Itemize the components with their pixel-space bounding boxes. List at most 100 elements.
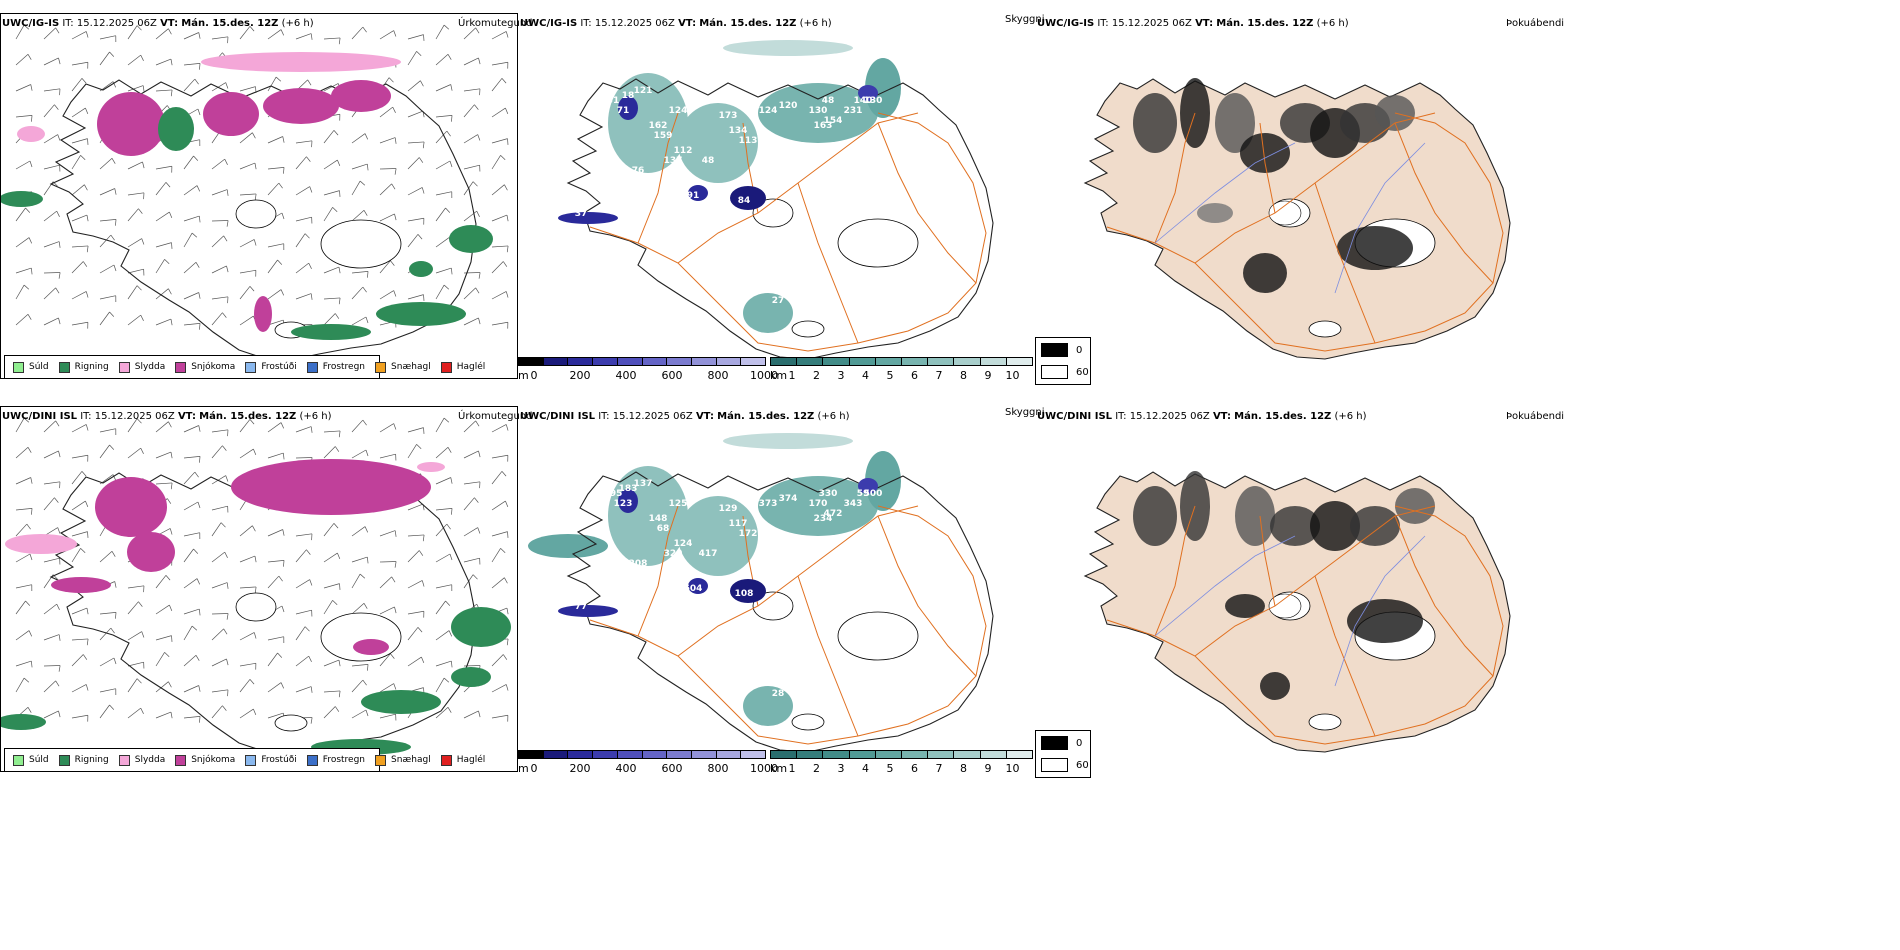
ceiling-area	[558, 212, 618, 224]
wind-barb	[463, 317, 481, 326]
colorbar-segment	[741, 751, 766, 758]
wind-barb	[43, 420, 60, 433]
fog-title: Þokuábendi	[1506, 411, 1565, 422]
wind-barb	[211, 265, 229, 274]
colorbar-tick: 10	[1005, 369, 1020, 382]
wind-barb	[407, 580, 425, 589]
colorbar-segment	[642, 358, 668, 365]
wind-barb	[239, 708, 257, 719]
colorbar-segment	[741, 358, 766, 365]
wind-barb	[295, 426, 313, 433]
wind-barb	[127, 192, 145, 200]
fog-area	[1235, 486, 1275, 546]
wind-barb	[379, 683, 397, 693]
glacier	[752, 591, 794, 621]
glacier	[1308, 320, 1342, 338]
ceiling-value-label: 77	[575, 602, 588, 612]
ceiling-colorbar: m 0 200 400 600 800 1000	[518, 357, 778, 385]
wind-barb	[379, 106, 396, 118]
legend-item: Frostregn	[306, 361, 365, 373]
wind-barb	[323, 430, 341, 438]
wind-barb	[183, 471, 199, 485]
road	[1154, 112, 1196, 244]
wind-barb	[351, 286, 367, 300]
wind-barb	[183, 548, 199, 563]
wind-barb	[407, 187, 425, 196]
ceiling-value-label: 71	[617, 106, 630, 116]
ceiling-value-label: 129	[719, 504, 738, 514]
fog-area	[1133, 486, 1177, 546]
wind-barb	[43, 317, 61, 326]
wind-barb	[99, 428, 117, 436]
ceiling-value-label: 37	[575, 209, 588, 219]
colorbar-segment	[691, 358, 717, 365]
wind-barb	[211, 189, 229, 196]
colorbar-unit: m	[518, 762, 529, 775]
wind-barb	[239, 86, 257, 93]
wind-barb	[71, 261, 88, 274]
wind-barb	[323, 207, 338, 222]
rain-area	[1, 191, 43, 207]
colorbar-segment	[543, 751, 569, 758]
wind-barb	[43, 665, 61, 672]
wind-barb	[15, 660, 33, 668]
legend-label: Snæhagl	[391, 755, 431, 765]
road	[1106, 112, 1504, 352]
colorbar-segment	[797, 751, 824, 758]
wind-barb	[155, 575, 171, 589]
legend-item: Slydda	[118, 361, 166, 373]
legend-item: Haglél	[440, 361, 485, 373]
ceiling-value-label: 31	[607, 96, 620, 106]
ceiling-value-label: 134	[729, 126, 748, 136]
legend-swatch	[58, 754, 70, 766]
wind-barb	[435, 523, 451, 537]
wind-barb	[43, 481, 61, 489]
colorbar-tick: 3	[837, 369, 845, 382]
wind-barb	[323, 583, 341, 590]
wind-barb	[491, 321, 509, 329]
legend-label: Slydda	[134, 362, 166, 372]
wind-barb	[435, 130, 451, 144]
wind-barb	[71, 107, 89, 118]
ceiling-value-label: 373	[759, 499, 778, 509]
legend-item: Snjókoma	[175, 361, 235, 373]
colorbar-tick: 1	[788, 369, 796, 382]
rain-area	[451, 667, 491, 687]
wind-barb	[379, 530, 397, 537]
colorbar-segment	[849, 751, 876, 758]
wind-barb	[407, 610, 425, 618]
wind-barb	[15, 417, 30, 433]
legend-label: Snæhagl	[391, 362, 431, 372]
wind-barb	[267, 136, 285, 144]
wind-barb	[155, 165, 173, 173]
wind-barb	[211, 82, 229, 92]
wind-barb	[15, 677, 30, 693]
wind-barb	[127, 447, 144, 459]
precip-title: Úrkomutegund	[458, 18, 533, 29]
wind-barb	[407, 80, 424, 92]
wind-barb	[127, 678, 142, 693]
ceiling-value-label: 112	[674, 146, 693, 156]
snow-area	[97, 92, 165, 156]
ceiling-value-label: 91	[687, 191, 700, 201]
wind-barb	[99, 234, 115, 248]
wind-barb	[295, 293, 313, 300]
wind-barb	[99, 627, 115, 641]
wind-barb	[15, 314, 32, 326]
wind-barb	[351, 449, 369, 459]
ceiling-value-label: 330	[819, 489, 838, 499]
colorbar-segment	[667, 751, 692, 758]
wind-barb	[239, 239, 257, 248]
wind-barb	[267, 529, 285, 537]
wind-barb	[351, 526, 369, 537]
wind-barb	[407, 141, 425, 149]
visibility-area	[758, 83, 878, 143]
wind-barb	[15, 508, 33, 515]
colorbar-tick: 4	[862, 762, 869, 775]
ceiling-value-label: 27	[772, 296, 785, 306]
wind-barb	[379, 168, 397, 175]
wind-barb	[43, 680, 60, 693]
wind-barb	[463, 710, 481, 719]
wind-barb	[43, 287, 60, 300]
wind-barb	[463, 27, 480, 40]
